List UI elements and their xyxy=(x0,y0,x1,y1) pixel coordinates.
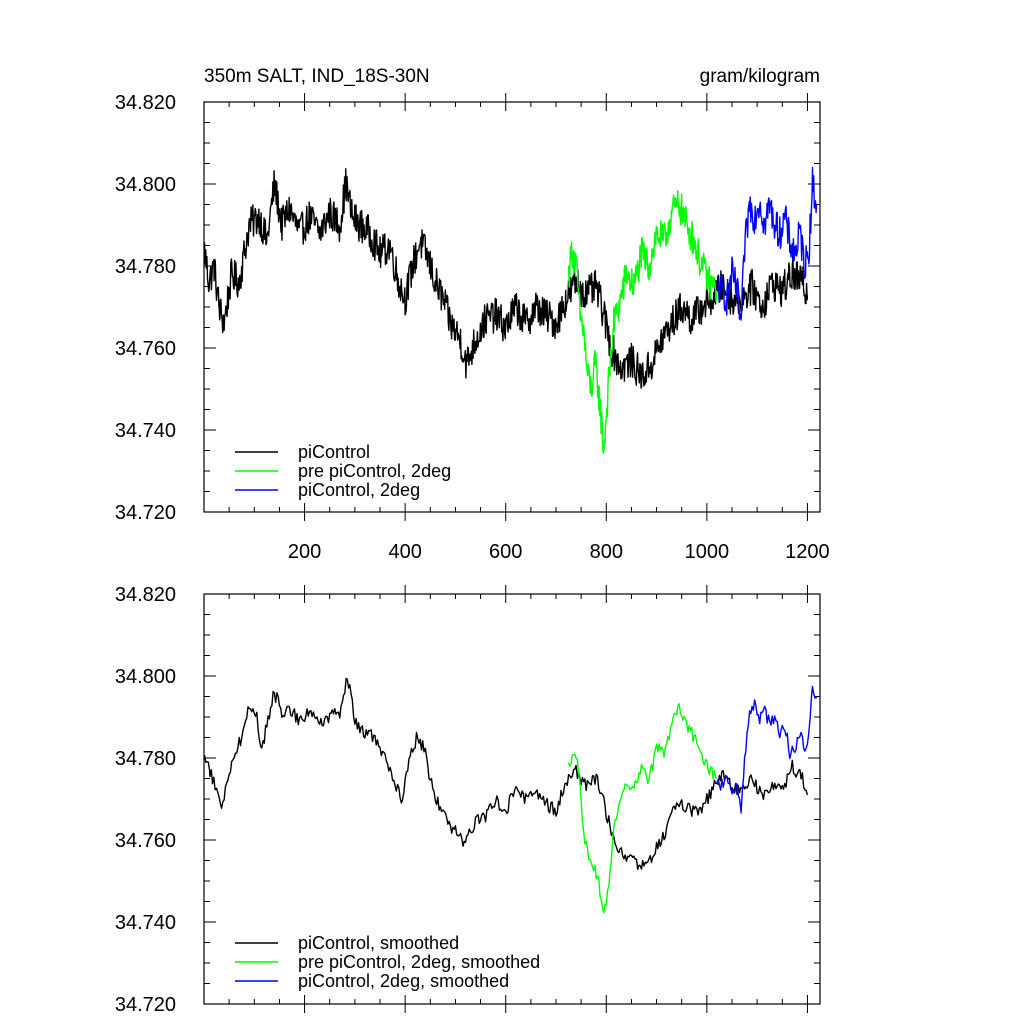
x-tick-label: 800 xyxy=(590,541,623,563)
series-line-picontrol-2deg xyxy=(716,166,818,321)
bottom-panel-series xyxy=(203,677,818,914)
y-tick-label: 34.820 xyxy=(115,584,176,606)
y-tick-label: 34.800 xyxy=(115,666,176,688)
x-tick-label: 600 xyxy=(489,541,522,563)
panel-title-left: 350m SALT, IND_18S-30N xyxy=(204,66,430,87)
y-tick-label: 34.760 xyxy=(115,338,176,360)
legend-label: piControl, smoothed xyxy=(298,933,459,953)
y-tick-label: 34.780 xyxy=(115,748,176,770)
bottom-panel-axes: 34.720 34.740 34.760 34.780 34.800 34.820 xyxy=(115,584,821,1016)
legend-label: pre piControl, 2deg, smoothed xyxy=(298,952,540,972)
legend-label: piControl, 2deg, smoothed xyxy=(298,971,509,991)
y-tick-label: 34.780 xyxy=(115,256,176,278)
x-tick-label: 400 xyxy=(388,541,421,563)
x-tick-label: 1000 xyxy=(685,541,730,563)
top-panel-axes: 200 400 600 800 1000 1200 34.720 34.740 34.760 34… xyxy=(115,92,830,563)
top-panel-series xyxy=(203,166,818,454)
x-tick-label: 1200 xyxy=(785,541,830,563)
y-tick-label: 34.820 xyxy=(115,92,176,114)
legend-label: piControl xyxy=(298,442,370,462)
y-tick-label: 34.760 xyxy=(115,830,176,852)
series-line-picontrol-2deg-smoothed xyxy=(716,685,818,814)
series-line-pre-picontrol-2deg-smoothed xyxy=(567,703,718,914)
series-line-pre-picontrol-2deg xyxy=(567,190,718,454)
top-panel: 350m SALT, IND_18S-30N gram/kilogram 200… xyxy=(115,66,830,563)
panel-title-right: gram/kilogram xyxy=(700,66,820,87)
bottom-panel: 34.720 34.740 34.760 34.780 34.800 34.820 piC… xyxy=(115,584,821,1016)
legend-label: pre piControl, 2deg xyxy=(298,461,451,481)
y-tick-label: 34.720 xyxy=(115,994,176,1016)
y-tick-label: 34.740 xyxy=(115,420,176,442)
y-tick-label: 34.800 xyxy=(115,174,176,196)
x-tick-label: 200 xyxy=(288,541,321,563)
y-tick-label: 34.740 xyxy=(115,912,176,934)
legend-label: piControl, 2deg xyxy=(298,480,420,500)
y-tick-label: 34.720 xyxy=(115,502,176,524)
series-line-picontrol-smoothed xyxy=(203,677,809,870)
plot-frame xyxy=(203,593,821,1005)
